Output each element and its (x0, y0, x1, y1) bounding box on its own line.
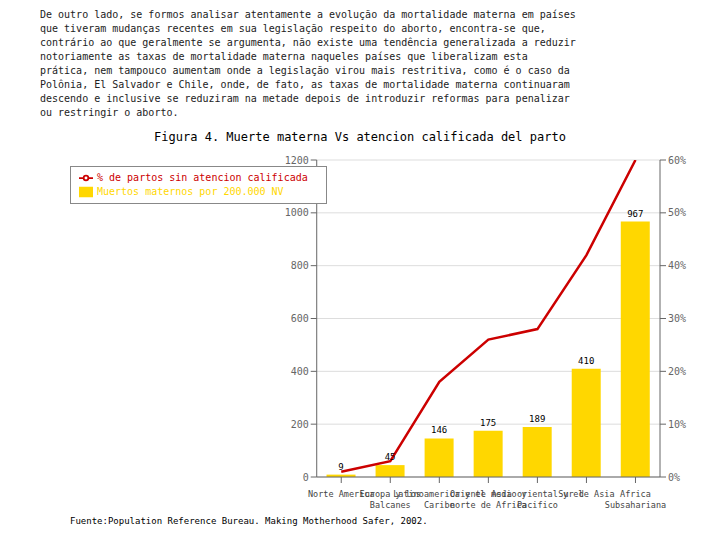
svg-text:800: 800 (291, 260, 309, 271)
svg-text:175: 175 (480, 418, 496, 428)
svg-text:146: 146 (431, 425, 447, 435)
svg-text:1200: 1200 (285, 155, 309, 166)
svg-text:400: 400 (291, 366, 309, 377)
svg-text:189: 189 (529, 414, 545, 424)
svg-text:10%: 10% (668, 419, 686, 430)
svg-text:200: 200 (291, 419, 309, 430)
svg-text:AfricaSubsahariana: AfricaSubsahariana (605, 489, 666, 510)
svg-text:20%: 20% (668, 366, 686, 377)
svg-text:600: 600 (291, 313, 309, 324)
svg-text:40%: 40% (668, 260, 686, 271)
svg-text:0%: 0% (668, 472, 680, 483)
svg-text:50%: 50% (668, 207, 686, 218)
svg-text:45: 45 (385, 452, 396, 462)
svg-text:Sur de Asia: Sur de Asia (558, 489, 614, 499)
svg-text:60%: 60% (668, 155, 686, 166)
svg-text:967: 967 (627, 209, 643, 219)
svg-text:1000: 1000 (285, 207, 309, 218)
svg-text:410: 410 (578, 356, 594, 366)
svg-text:9: 9 (338, 462, 343, 472)
svg-text:0: 0 (303, 472, 309, 483)
svg-text:30%: 30% (668, 313, 686, 324)
